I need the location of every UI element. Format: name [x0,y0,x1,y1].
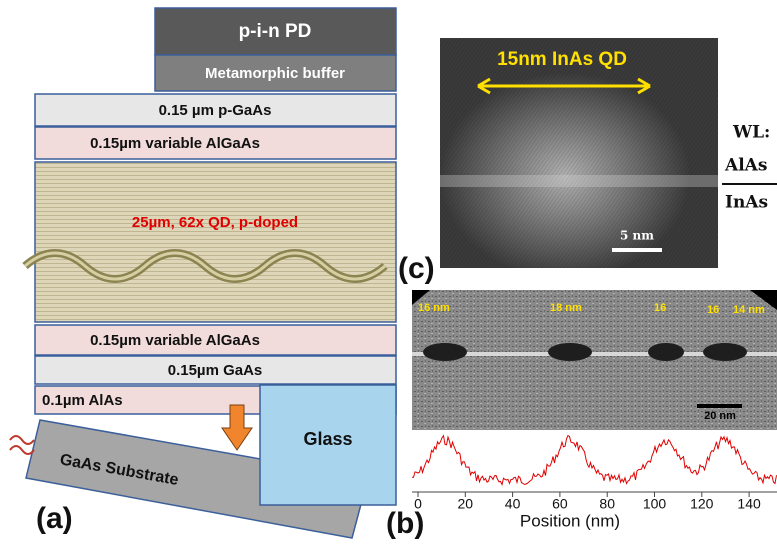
qd-size: 16 nm [418,302,450,314]
tem-annotation: 15nm InAs QD [497,49,627,70]
squiggle [10,436,34,454]
qd [423,343,467,361]
x-tick-label: 40 [505,496,521,512]
panel-label: (c) [398,252,435,285]
layer-label: 0.15µm GaAs [168,362,263,379]
wetting-layer [440,175,718,187]
wl-label: InAs [725,193,768,213]
qd-region [35,162,396,322]
x-tick-label: 0 [414,496,422,512]
profile-curve [412,436,777,485]
qd-size: 14 nm [733,304,765,316]
qd [648,343,684,361]
qd-size: 16 [654,302,666,314]
x-tick-label: 100 [643,496,667,512]
x-tick-label: 60 [552,496,568,512]
x-tick-label: 80 [599,496,615,512]
panel-label: (b) [386,507,424,540]
layer-label: p-i-n PD [239,21,312,42]
layer-label: 0.1µm AlAs [42,392,123,409]
layer-label: 0.15 µm p-GaAs [159,102,272,119]
glass-label: Glass [303,429,352,449]
scale-label: 20 nm [704,410,736,422]
panel-label: (a) [36,502,73,535]
qd [703,343,747,361]
layer-label: 25µm, 62x QD, p-doped [132,214,298,231]
layer-label: 0.15µm variable AlGaAs [90,135,260,152]
axis-title: Position (nm) [520,511,620,530]
wl-label: AlAs [724,156,767,176]
x-tick-label: 140 [737,496,761,512]
figure: p-i-n PD Metamorphic buffer 0.15 µm p-Ga… [0,0,777,544]
layer-label: Metamorphic buffer [205,65,345,82]
tem-image [440,38,718,268]
qd-size: 16 [707,304,719,316]
qd-size: 18 nm [550,302,582,314]
tem-c: 15nm InAs QD 5 nm (c) WL: AlAs InAs [398,38,777,285]
layer-label: 0.15µm variable AlGaAs [90,332,260,349]
x-tick-label: 20 [458,496,474,512]
tem-b: 16 nm 18 nm 16 16 14 nm 20 nm Position (… [386,290,777,540]
layer-stack: p-i-n PD Metamorphic buffer 0.15 µm p-Ga… [10,8,396,538]
scale-label: 5 nm [620,229,654,243]
qd [548,343,592,361]
wl-label: WL: [732,123,770,143]
x-tick-label: 120 [690,496,714,512]
